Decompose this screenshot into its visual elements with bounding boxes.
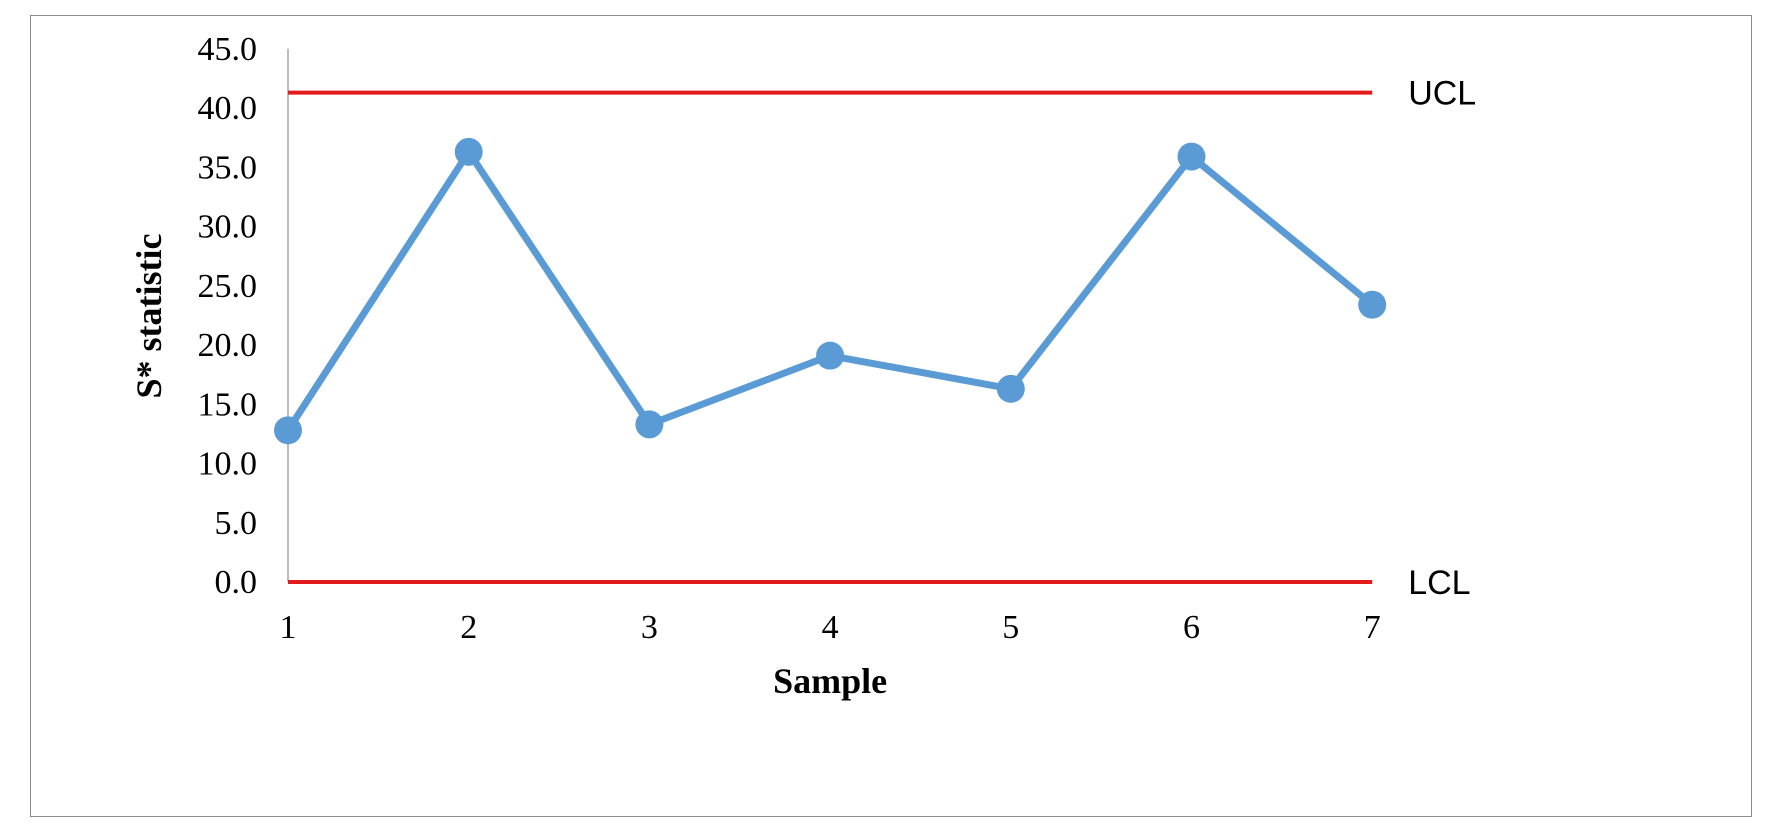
data-point xyxy=(816,341,845,370)
y-tick-label: 30.0 xyxy=(198,209,258,246)
chart-frame: 0.0 5.0 10.0 15.0 20.0 25.0 30.0 35.0 40.0 45.0 1… xyxy=(30,15,1752,817)
data-point xyxy=(1177,142,1206,171)
x-axis-ticks: 1 2 3 4 5 6 7 xyxy=(280,609,1381,646)
y-tick-label: 45.0 xyxy=(198,31,258,68)
control-limits: UCL LCL xyxy=(288,75,1476,602)
control-chart: 0.0 5.0 10.0 15.0 20.0 25.0 30.0 35.0 40.0 45.0 1… xyxy=(129,31,1476,701)
x-axis-title: Sample xyxy=(773,661,887,701)
y-tick-label: 0.0 xyxy=(215,564,258,601)
x-tick-label: 1 xyxy=(280,609,297,646)
data-point xyxy=(635,410,664,439)
x-tick-label: 6 xyxy=(1183,609,1200,646)
y-tick-label: 20.0 xyxy=(198,327,258,364)
x-tick-label: 7 xyxy=(1364,609,1381,646)
y-axis-ticks: 0.0 5.0 10.0 15.0 20.0 25.0 30.0 35.0 40.0 45.0 xyxy=(198,31,258,601)
y-tick-label: 5.0 xyxy=(215,505,258,542)
data-point xyxy=(1358,290,1387,319)
series-line xyxy=(284,148,1376,434)
data-point xyxy=(274,416,302,445)
x-tick-label: 3 xyxy=(641,609,658,646)
data-point xyxy=(454,137,483,166)
y-tick-label: 15.0 xyxy=(198,386,258,423)
x-tick-label: 5 xyxy=(1002,609,1019,646)
y-tick-label: 35.0 xyxy=(198,149,258,186)
y-tick-label: 10.0 xyxy=(198,446,258,483)
data-point xyxy=(996,374,1025,403)
x-tick-label: 2 xyxy=(460,609,477,646)
ucl-label: UCL xyxy=(1408,75,1476,113)
y-axis-title: S* statistic xyxy=(129,233,169,398)
series-layer xyxy=(274,137,1387,445)
y-tick-label: 40.0 xyxy=(198,90,258,127)
lcl-label: LCL xyxy=(1408,564,1470,602)
x-tick-label: 4 xyxy=(822,609,839,646)
y-tick-label: 25.0 xyxy=(198,268,258,305)
